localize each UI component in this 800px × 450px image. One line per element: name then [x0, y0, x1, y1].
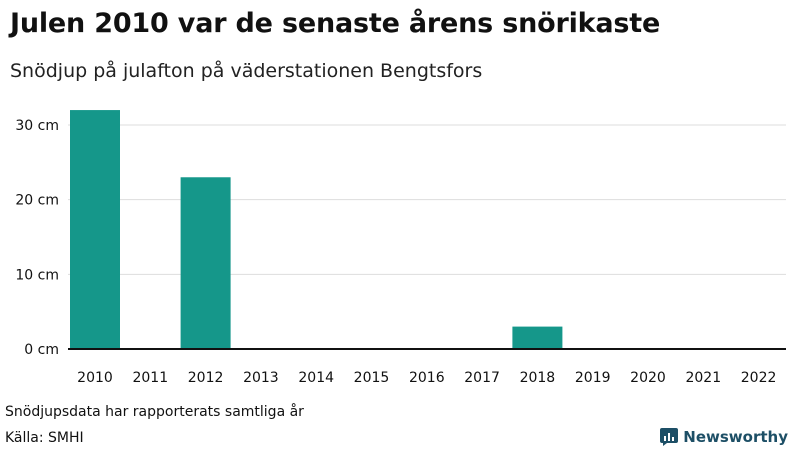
x-tick-label: 2019: [575, 370, 611, 386]
x-tick-label: 2022: [741, 370, 777, 386]
x-tick-label: 2013: [243, 370, 279, 386]
bar-2010: [70, 110, 120, 349]
x-tick-label: 2016: [409, 370, 445, 386]
bar-chart-logo-icon: [660, 428, 679, 446]
x-tick-label: 2010: [77, 370, 113, 386]
footer-source: Källa: SMHI: [5, 430, 84, 446]
bar-chart: 0 cm 10 cm 20 cm 30 cm 2010 2011 2012 2013 2014 2…: [15, 110, 786, 386]
bar-2012: [180, 177, 231, 349]
y-tick-label: 0 cm: [24, 342, 59, 358]
bar-2018: [512, 326, 563, 349]
x-tick-label: 2020: [630, 370, 666, 386]
x-tick-label: 2015: [354, 370, 390, 386]
x-tick-label: 2014: [298, 370, 334, 386]
newsworthy-logo: Newsworthy: [660, 428, 788, 446]
chart-subtitle: Snödjup på julafton på väderstationen Be…: [10, 60, 483, 82]
footer-note: Snödjupsdata har rapporterats samtliga å…: [5, 404, 304, 420]
brand-name: Newsworthy: [683, 428, 788, 446]
x-tick-label: 2021: [685, 370, 721, 386]
x-tick-label: 2018: [520, 370, 556, 386]
x-tick-label: 2011: [132, 370, 168, 386]
x-tick-label: 2012: [188, 370, 224, 386]
y-tick-label: 10 cm: [15, 267, 59, 283]
y-tick-label: 20 cm: [15, 193, 59, 209]
chart-title: Julen 2010 var de senaste årens snörikas…: [10, 8, 661, 39]
x-tick-label: 2017: [464, 370, 500, 386]
y-tick-label: 30 cm: [15, 118, 59, 134]
